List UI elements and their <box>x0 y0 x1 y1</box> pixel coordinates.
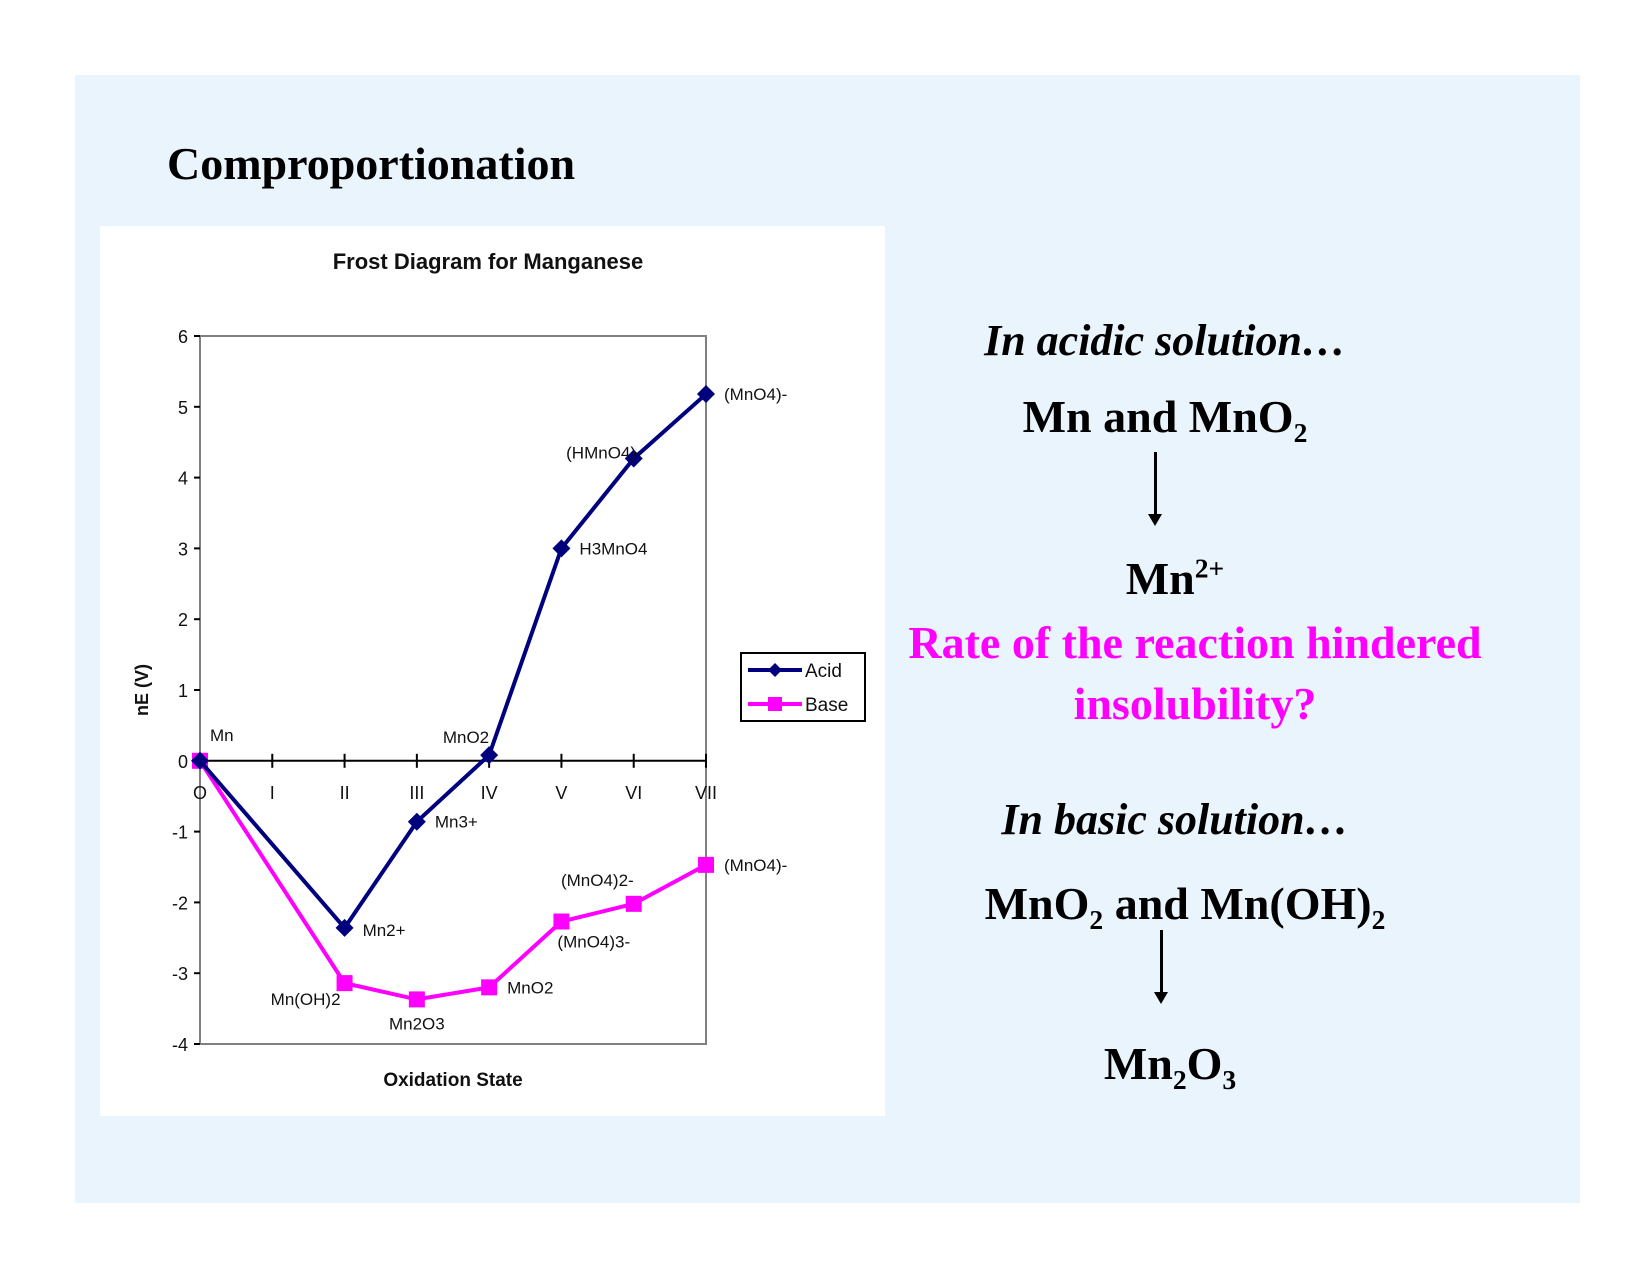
point-label: Mn(OH)2 <box>271 990 341 1009</box>
x-tick-label: IV <box>481 783 498 803</box>
y-tick-label: 2 <box>178 610 188 630</box>
data-point-acid <box>335 918 354 937</box>
y-axis-label: nE (V) <box>132 664 152 716</box>
y-tick-label: 0 <box>178 752 188 772</box>
legend-base-marker <box>768 697 782 711</box>
point-label: (MnO4)3- <box>557 933 630 952</box>
slide-title: Comproportionation <box>167 138 576 189</box>
insolubility-note-line2: insolubility? <box>1073 678 1317 729</box>
plot-area <box>199 335 707 1045</box>
data-point-base <box>625 895 642 912</box>
y-tick-label: -1 <box>172 823 188 843</box>
chart-panel: Frost Diagram for Manganese -4 -3 -2 -1 0 1 2 3… <box>100 226 885 1116</box>
frost-diagram-chart: Frost Diagram for Manganese -4 -3 -2 -1 0 1 2 3… <box>132 249 866 1091</box>
acidic-product-sup: 2+ <box>1194 552 1225 584</box>
point-label: (MnO4)- <box>724 856 787 875</box>
acidic-reactants-text: Mn and MnO <box>1022 391 1294 442</box>
x-tick-label: I <box>270 783 275 803</box>
legend-box <box>740 652 866 722</box>
y-tick-label: -4 <box>172 1035 188 1055</box>
point-label: Mn2+ <box>363 921 406 940</box>
legend: Acid Base <box>740 652 866 722</box>
basic-reactants-text-1: MnO <box>984 878 1090 929</box>
point-labels: Mn Mn2+ Mn3+ MnO2 H3MnO4 (HMnO4)- (MnO4)- Mn(OH… <box>210 385 787 1033</box>
acidic-product: Mn2+ <box>1050 552 1300 605</box>
basic-reactants-text-2: and Mn(OH) <box>1103 878 1372 929</box>
x-axis-label: Oxidation State <box>383 1070 522 1091</box>
x-tick-label: VII <box>695 783 717 803</box>
basic-reactants-sub-2: 2 <box>1371 904 1386 936</box>
basic-product-text-1: Mn <box>1103 1038 1173 1089</box>
y-tick-label: -3 <box>172 964 188 984</box>
x-axis: O I II III IV V VI VII <box>193 753 717 803</box>
data-point-acid <box>191 751 209 770</box>
x-tick-label: VI <box>625 783 642 803</box>
data-point-base <box>481 979 498 996</box>
y-tick-label: 5 <box>178 398 188 418</box>
point-label: (MnO4)- <box>724 385 787 404</box>
y-tick-label: 3 <box>178 539 188 559</box>
x-tick-label: V <box>555 783 567 803</box>
acidic-reactants-sub: 2 <box>1293 417 1308 449</box>
acidic-heading: In acidic solution… <box>984 316 1346 365</box>
legend-base-label: Base <box>805 695 848 716</box>
point-label: Mn <box>210 726 234 745</box>
basic-product-sub-1: 2 <box>1172 1064 1187 1096</box>
insolubility-note-line1: Rate of the reaction hindered <box>908 617 1482 668</box>
acidic-product-text: Mn <box>1125 553 1195 604</box>
basic-reaction-arrow <box>1154 930 1168 1004</box>
x-tick-label: O <box>193 783 207 803</box>
data-point-base <box>698 856 714 873</box>
data-point-acid <box>480 746 499 765</box>
point-label: (HMnO4)- <box>566 443 642 462</box>
basic-heading: In basic solution… <box>1001 795 1349 844</box>
basic-reactants: MnO2 and Mn(OH)2 <box>935 877 1435 936</box>
data-point-acid <box>407 812 426 831</box>
x-tick-label: II <box>340 783 350 803</box>
basic-product-text-2: O <box>1186 1038 1223 1089</box>
y-tick-label: 1 <box>178 681 188 701</box>
point-label: H3MnO4 <box>579 539 647 558</box>
legend-acid-label: Acid <box>805 661 842 682</box>
y-tick-label: 6 <box>178 327 188 347</box>
data-point-acid <box>552 539 571 558</box>
legend-acid-marker <box>768 663 782 677</box>
basic-product-sub-2: 3 <box>1222 1064 1237 1096</box>
y-tick-label: 4 <box>178 469 188 489</box>
point-label: Mn3+ <box>435 813 478 832</box>
y-tick-label: -2 <box>172 893 188 913</box>
y-axis: -4 -3 -2 -1 0 1 2 3 4 5 6 <box>172 327 200 1055</box>
series-layer <box>191 385 715 1008</box>
chart-title: Frost Diagram for Manganese <box>333 249 644 274</box>
point-label: MnO2 <box>507 978 553 997</box>
data-point-base <box>553 913 570 930</box>
basic-product: Mn2O3 <box>1040 1037 1300 1096</box>
x-tick-label: III <box>409 783 424 803</box>
acidic-reactants: Mn and MnO2 <box>935 390 1395 449</box>
basic-reactants-sub-1: 2 <box>1089 904 1104 936</box>
data-point-acid <box>624 449 643 468</box>
data-point-base <box>408 991 425 1008</box>
data-point-acid <box>697 385 715 404</box>
point-label: Mn2O3 <box>389 1014 445 1033</box>
acidic-reaction-arrow <box>1148 452 1162 526</box>
point-label: MnO2 <box>443 728 489 747</box>
point-label: (MnO4)2- <box>561 871 634 890</box>
data-point-base <box>336 975 353 992</box>
